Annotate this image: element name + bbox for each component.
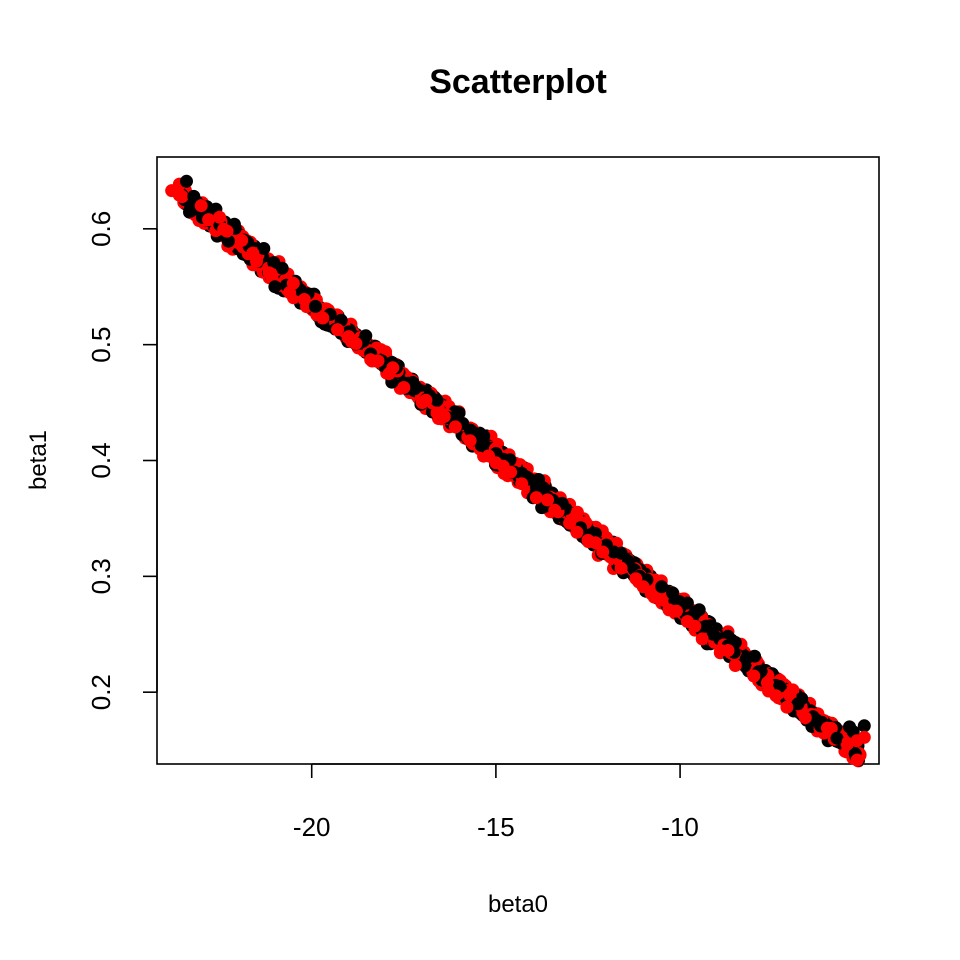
- scatter-point-series-1: [728, 659, 742, 672]
- scatter-point-series-1: [397, 381, 411, 394]
- y-tick-label: 0.3: [86, 558, 116, 594]
- y-axis-label: beta1: [25, 430, 52, 490]
- scatter-point-series-0: [699, 619, 713, 633]
- scatter-point-series-0: [515, 466, 529, 480]
- scatter-point-series-0: [268, 280, 282, 294]
- scatter-point-series-0: [680, 596, 694, 610]
- scatter-point: [175, 190, 189, 204]
- scatter-point-series-1: [386, 361, 400, 375]
- scatter-point-series-1: [529, 491, 543, 505]
- scatter-point-series-0: [857, 719, 871, 733]
- scatter-point-series-0: [791, 697, 805, 711]
- x-tick-label: -20: [293, 812, 331, 842]
- y-tick-label: 0.4: [86, 442, 116, 478]
- scatter-point-series-0: [452, 406, 466, 420]
- scatter-point-series-1: [721, 644, 735, 657]
- scatter-point-series-1: [570, 525, 584, 539]
- scatter-point-series-1: [419, 393, 433, 407]
- y-tick-label: 0.6: [86, 211, 116, 247]
- scatter-point-series-1: [202, 213, 216, 227]
- scatter-point-series-1: [235, 233, 249, 247]
- scatter-point-series-1: [331, 323, 344, 337]
- scatter-point-series-1: [437, 410, 451, 423]
- scatter-point-series-1: [316, 311, 330, 325]
- scatter-point-series-0: [739, 652, 753, 666]
- scatter-point-series-0: [257, 242, 271, 255]
- points-layer: [165, 174, 871, 768]
- scatter-point: [570, 506, 584, 519]
- scatter-point-series-1: [504, 465, 518, 479]
- scatter-point-series-0: [275, 261, 289, 275]
- scatter-point: [850, 753, 864, 767]
- scatter-point-series-0: [655, 580, 669, 594]
- scatter-point-series-1: [463, 434, 477, 448]
- scatter-point-series-1: [820, 721, 834, 735]
- scatter-point-series-0: [408, 382, 422, 396]
- scatter-point-series-1: [448, 420, 462, 434]
- scatter-point-series-1: [213, 210, 227, 224]
- scatter-point-series-1: [297, 293, 311, 306]
- scatter-point-series-1: [695, 632, 709, 646]
- scatter-point-series-1: [194, 199, 208, 213]
- scatter-point-series-1: [588, 536, 602, 550]
- scatter-point-series-0: [308, 299, 322, 313]
- scatter-point-series-1: [246, 246, 260, 260]
- y-tick-label: 0.5: [86, 327, 116, 363]
- scatter-point-series-1: [614, 561, 628, 575]
- scatter-point-series-1: [688, 619, 702, 633]
- scatter-point-series-1: [780, 700, 794, 714]
- scatter-point-series-1: [563, 516, 577, 530]
- scatter-point-series-0: [430, 393, 444, 407]
- scatter-point: [666, 586, 680, 600]
- scatter-point-series-0: [809, 713, 823, 727]
- x-axis-label: beta0: [488, 891, 548, 918]
- scatter-point-series-1: [857, 730, 871, 744]
- scatter-point-series-1: [286, 276, 300, 290]
- scatter-point: [221, 234, 235, 248]
- scatter-point-series-1: [264, 267, 278, 281]
- scatter-point-series-0: [180, 174, 193, 188]
- scatter-point-series-1: [541, 493, 554, 507]
- scatter-point-series-0: [614, 546, 628, 560]
- scatter-point-series-1: [548, 503, 562, 517]
- x-tick-label: -15: [477, 812, 515, 842]
- scatter-point-series-1: [220, 224, 234, 238]
- scatter-point: [830, 731, 844, 745]
- x-tick-label: -10: [661, 812, 699, 842]
- scatter-point-series-1: [165, 184, 179, 198]
- scatter-point-series-1: [747, 669, 761, 683]
- scatter-point-series-1: [596, 545, 610, 559]
- y-tick-label: 0.2: [86, 674, 116, 710]
- scatter-point-series-0: [529, 480, 543, 494]
- scatter-point: [783, 689, 797, 703]
- scatter-point-series-1: [489, 456, 503, 470]
- scatter-point-series-1: [636, 580, 650, 594]
- scatter-point-series-1: [515, 477, 529, 491]
- scatter-point-series-1: [669, 604, 683, 618]
- scatter-point: [183, 202, 197, 216]
- scatter-point-series-1: [647, 590, 661, 604]
- scatter-point-series-1: [798, 711, 812, 725]
- scatter-point-series-1: [769, 689, 783, 703]
- scatter-point-series-1: [371, 354, 385, 368]
- x-axis: -20 -15 -10: [293, 763, 699, 842]
- chart-title: Scatterplot: [429, 63, 607, 101]
- scatter-point-series-0: [187, 189, 201, 203]
- y-axis: 0.2 0.3 0.4 0.5 0.6: [86, 211, 158, 710]
- scatter-point-series-1: [342, 330, 356, 344]
- scatter-point-series-0: [474, 438, 488, 452]
